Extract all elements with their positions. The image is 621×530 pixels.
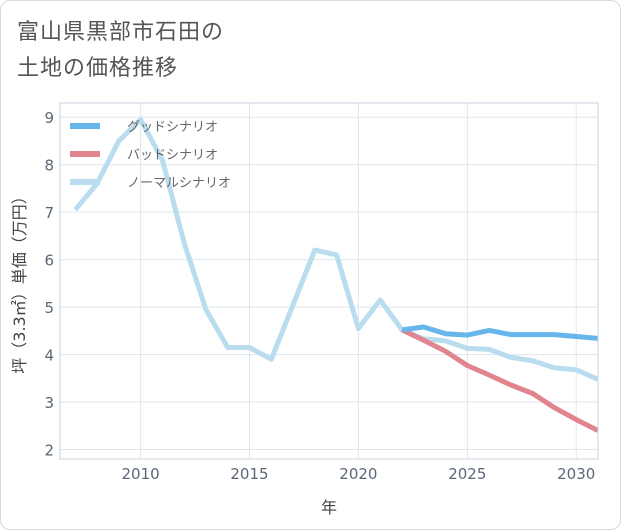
series-lines <box>73 117 598 433</box>
grid <box>60 103 598 459</box>
y-axis-label: 坪（3.3㎡）単価（万円） <box>10 188 29 373</box>
normal-scenario-line <box>73 117 598 382</box>
chart-title-line1: 富山県黒部市石田の <box>17 20 225 45</box>
x-tick-label: 2010 <box>121 465 159 483</box>
legend-label: ノーマルシナリオ <box>127 176 231 191</box>
x-axis-ticks: 2010 2015 2020 2025 2030 <box>121 465 595 483</box>
bad-scenario-line <box>400 327 598 433</box>
legend-item-normal[interactable]: ノーマルシナリオ <box>70 176 231 191</box>
y-tick-label: 7 <box>44 204 54 222</box>
y-tick-label: 5 <box>44 299 54 317</box>
legend-item-bad[interactable]: バッドシナリオ <box>70 148 218 163</box>
y-tick-label: 2 <box>44 442 54 460</box>
y-tick-label: 4 <box>44 347 54 365</box>
chart-title: 富山県黒部市石田の 土地の価格推移 <box>17 15 224 87</box>
x-tick-label: 2030 <box>557 465 595 483</box>
legend-label: バッドシナリオ <box>127 148 218 163</box>
legend-label: グッドシナリオ <box>127 120 218 135</box>
legend-item-good[interactable]: グッドシナリオ <box>70 120 218 135</box>
y-tick-label: 6 <box>44 252 54 270</box>
good-scenario-line <box>401 324 598 341</box>
y-tick-label: 3 <box>44 394 54 412</box>
y-axis-ticks: 2 3 4 5 6 7 8 9 <box>44 109 54 459</box>
y-tick-label: 8 <box>44 157 54 175</box>
x-axis-label: 年 <box>321 498 337 517</box>
x-tick-label: 2015 <box>230 465 268 483</box>
x-tick-label: 2020 <box>339 465 377 483</box>
chart-title-line2: 土地の価格推移 <box>17 56 179 81</box>
plot-frame <box>59 102 599 460</box>
y-tick-label: 9 <box>44 109 54 127</box>
x-tick-label: 2025 <box>448 465 486 483</box>
